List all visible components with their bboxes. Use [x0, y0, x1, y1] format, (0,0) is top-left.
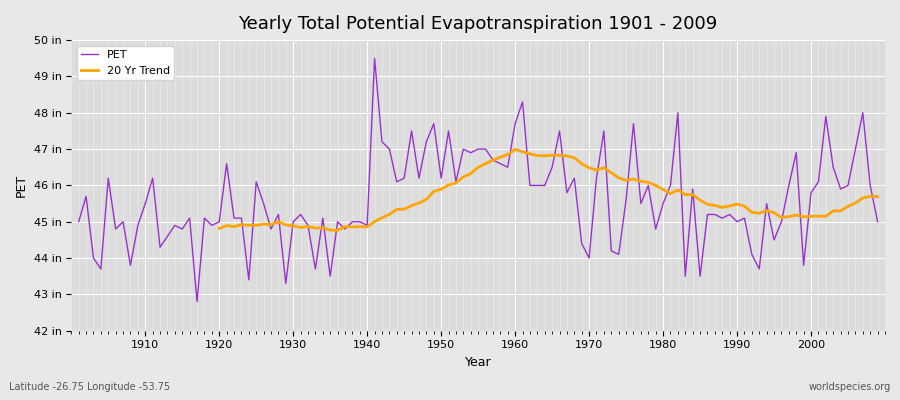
20 Yr Trend: [509, 147, 520, 152]
PET: [369, 56, 380, 61]
PET: [872, 219, 883, 224]
Line: PET: PET: [78, 58, 878, 302]
Text: Latitude -26.75 Longitude -53.75: Latitude -26.75 Longitude -53.75: [9, 382, 170, 392]
Legend: PET, 20 Yr Trend: PET, 20 Yr Trend: [76, 46, 175, 80]
X-axis label: Year: Year: [464, 356, 491, 369]
PET: [192, 299, 202, 304]
PET: [518, 100, 528, 104]
PET: [73, 219, 84, 224]
PET: [347, 219, 358, 224]
20 Yr Trend: [598, 165, 609, 170]
20 Yr Trend: [872, 194, 883, 199]
PET: [132, 223, 143, 228]
20 Yr Trend: [295, 225, 306, 230]
PET: [613, 252, 624, 257]
Y-axis label: PET: PET: [15, 174, 28, 197]
PET: [525, 183, 535, 188]
PET: [302, 223, 313, 228]
Text: worldspecies.org: worldspecies.org: [809, 382, 891, 392]
20 Yr Trend: [339, 224, 350, 229]
Title: Yearly Total Potential Evapotranspiration 1901 - 2009: Yearly Total Potential Evapotranspiratio…: [238, 15, 718, 33]
Line: 20 Yr Trend: 20 Yr Trend: [220, 150, 878, 230]
20 Yr Trend: [502, 152, 513, 157]
